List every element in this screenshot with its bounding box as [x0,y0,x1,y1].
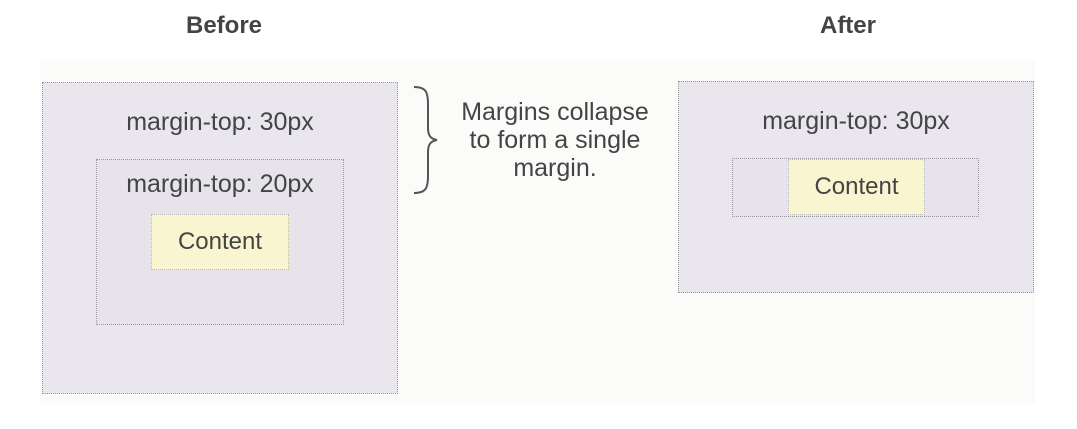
note-line-1: Margins collapse [461,98,649,126]
note-line-3: margin. [513,154,597,182]
after-outer-label: margin-top: 30px [762,107,950,135]
after-content-box: Content [788,159,925,215]
before-content-label: Content [177,228,263,255]
before-outer-label: margin-top: 30px [126,108,314,136]
before-heading: Before [185,12,263,39]
curly-brace-icon [413,86,438,194]
after-heading: After [819,12,876,39]
before-inner-label: margin-top: 20px [126,170,314,198]
note-line-2: to form a single [469,126,641,154]
before-content-box: Content [151,214,289,270]
after-content-label: Content [814,173,899,200]
collapse-note: Margins collapse to form a single margin… [440,98,670,182]
